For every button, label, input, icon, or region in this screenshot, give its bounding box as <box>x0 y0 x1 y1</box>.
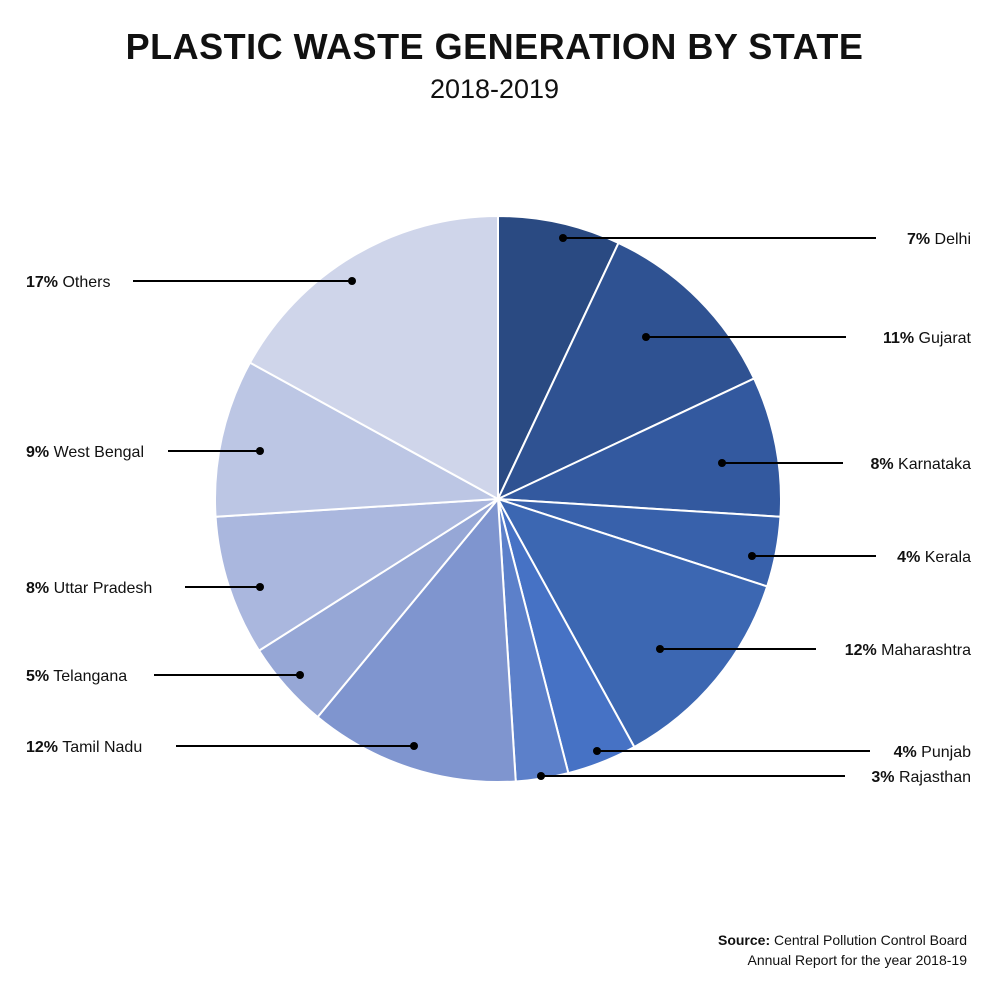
slice-name: Kerala <box>920 549 971 566</box>
pie-labels: 7% Delhi 11% Gujarat 8% Karnataka 4% Kerala… <box>26 231 972 786</box>
slice-percent: 8% <box>26 580 49 597</box>
slice-name: Karnataka <box>894 456 971 473</box>
leader-dot-west-bengal <box>256 447 264 455</box>
slice-name: Others <box>58 274 110 291</box>
source-note: Source: Central Pollution Control Board … <box>718 930 967 970</box>
slice-label-telangana: 5% Telangana <box>26 668 127 685</box>
slice-name: Telangana <box>49 668 127 685</box>
slice-percent: 12% <box>26 739 58 756</box>
slice-label-tamil-nadu: 12% Tamil Nadu <box>26 739 142 756</box>
leader-dot-punjab <box>593 747 601 755</box>
pie-slice-maharashtra <box>495 497 769 749</box>
chart-subtitle: 2018-2019 <box>429 74 560 104</box>
pie-slice-delhi <box>497 214 620 500</box>
leader-dot-karnataka <box>718 459 726 467</box>
leader-dot-uttar-pradesh <box>256 583 264 591</box>
slice-percent: 4% <box>897 549 920 566</box>
source-line-1: Central Pollution Control Board <box>774 932 967 948</box>
slice-name: Punjab <box>917 744 971 761</box>
slice-percent: 4% <box>894 744 917 761</box>
leader-dot-maharashtra <box>656 645 664 653</box>
slice-name: Tamil Nadu <box>58 739 142 756</box>
slice-name: Maharashtra <box>877 642 971 659</box>
slice-label-punjab: 4% Punjab <box>894 744 971 761</box>
pie-slice-west-bengal <box>214 361 502 518</box>
leader-dot-others <box>348 277 356 285</box>
slice-percent: 5% <box>26 668 49 685</box>
slice-name: Gujarat <box>914 330 971 347</box>
slice-label-others: 17% Others <box>26 274 111 291</box>
slice-name: Uttar Pradesh <box>49 580 152 597</box>
source-label: Source: <box>717 932 771 948</box>
leader-dot-gujarat <box>642 333 650 341</box>
source-line-2: Annual Report for the year 2018-19 <box>747 952 967 968</box>
slice-name: West Bengal <box>49 444 144 461</box>
pie-slice-others <box>248 214 499 501</box>
pie-slice-gujarat <box>495 241 756 502</box>
chart-title: PLASTIC WASTE GENERATION BY STATE <box>125 26 864 67</box>
slice-label-maharashtra: 12% Maharashtra <box>845 642 971 659</box>
slice-percent: 8% <box>870 456 893 473</box>
pie-slice-karnataka <box>497 377 782 518</box>
slice-label-karnataka: 8% Karnataka <box>870 456 971 473</box>
slice-name: Rajasthan <box>895 769 972 786</box>
slice-percent: 9% <box>26 444 49 461</box>
leader-dot-rajasthan <box>537 772 545 780</box>
slice-label-delhi: 7% Delhi <box>907 231 971 248</box>
slice-label-rajasthan: 3% Rajasthan <box>871 769 971 786</box>
slice-percent: 17% <box>26 274 58 291</box>
slice-percent: 7% <box>907 231 930 248</box>
slice-percent: 11% <box>883 330 914 347</box>
slice-label-west-bengal: 9% West Bengal <box>26 444 144 461</box>
pie-slice-tamil-nadu <box>316 496 517 783</box>
leader-dot-delhi <box>559 234 567 242</box>
leader-dot-tamil-nadu <box>410 742 418 750</box>
slice-label-uttar-pradesh: 8% Uttar Pradesh <box>26 580 152 597</box>
leader-dot-kerala <box>748 552 756 560</box>
leader-dot-telangana <box>296 671 304 679</box>
slice-name: Delhi <box>930 231 971 248</box>
slice-label-kerala: 4% Kerala <box>897 549 971 566</box>
slice-label-gujarat: 11% Gujarat <box>883 330 972 347</box>
slice-percent: 3% <box>871 769 894 786</box>
pie-slices <box>214 214 782 783</box>
slice-percent: 12% <box>845 642 877 659</box>
